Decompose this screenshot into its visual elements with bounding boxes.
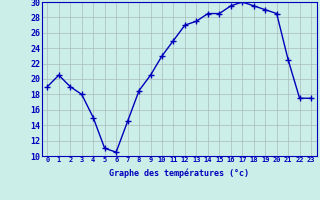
- X-axis label: Graphe des températures (°c): Graphe des températures (°c): [109, 169, 249, 178]
